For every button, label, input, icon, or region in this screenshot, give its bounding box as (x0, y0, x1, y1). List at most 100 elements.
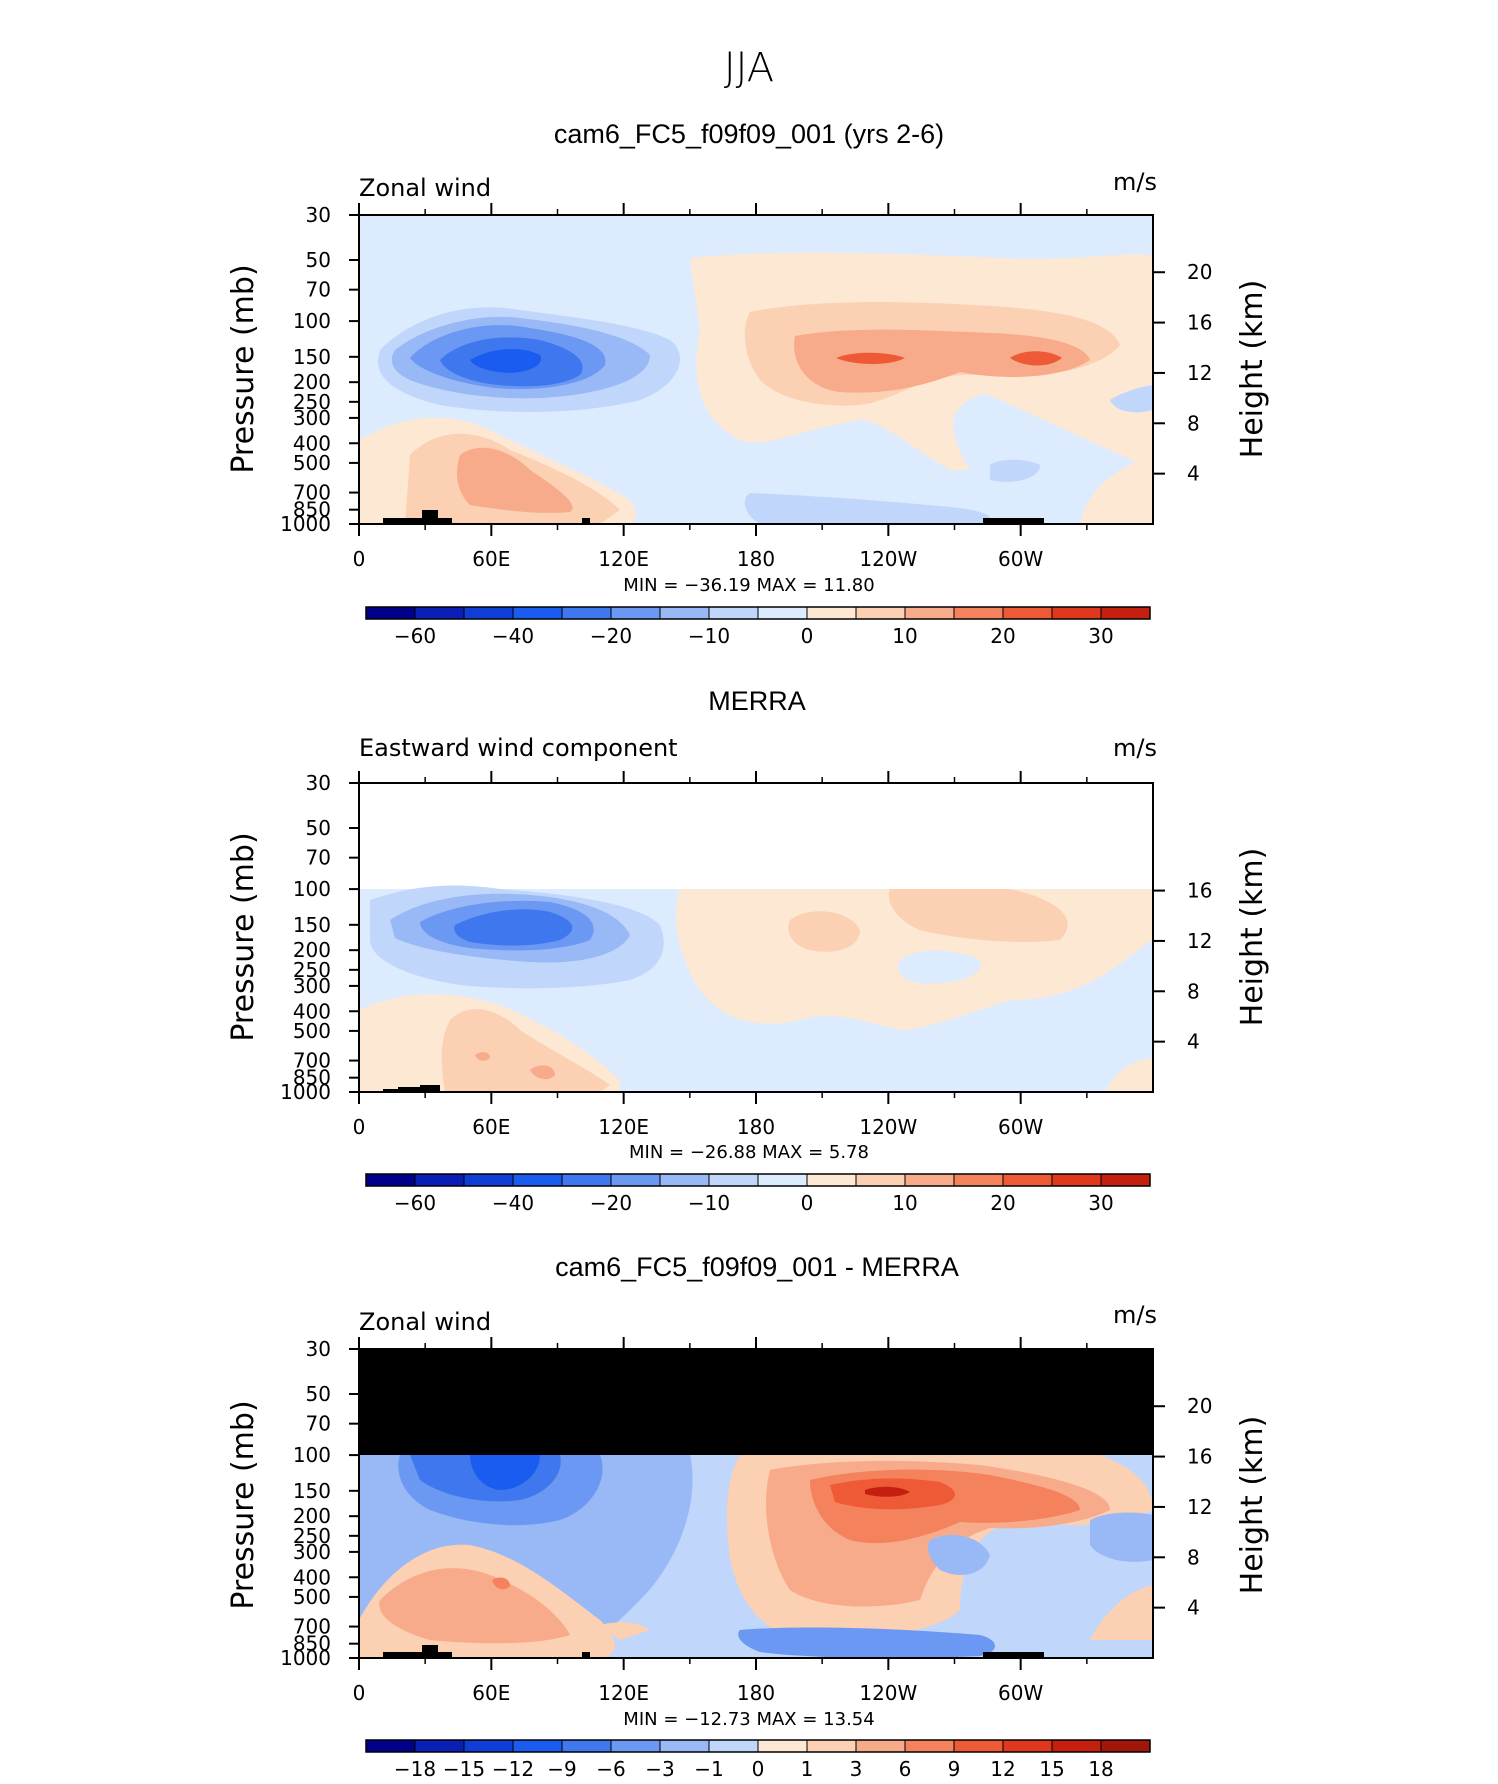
colorbar-box (953, 1739, 1004, 1753)
colorbar-box (1100, 606, 1151, 620)
y-tick-label: 30 (306, 203, 331, 227)
x-tick-label: 60E (472, 547, 510, 571)
colorbar-box (512, 606, 563, 620)
colorbar-label: −60 (394, 1191, 436, 1215)
panel-title-difference: cam6_FC5_f09f09_001 - MERRA (555, 1252, 959, 1282)
colorbar-box (463, 1173, 514, 1187)
y-tick-label: 250 (293, 390, 331, 414)
y-tick-label: 150 (293, 913, 331, 937)
colorbar-box (659, 606, 710, 620)
colorbar-label: 30 (1088, 1191, 1113, 1215)
colorbar-label: 0 (752, 1757, 765, 1781)
colorbar-box (610, 1739, 661, 1753)
field-negative-region (1110, 385, 1153, 413)
colorbar-box (1002, 1739, 1053, 1753)
colorbar-box (1100, 1173, 1151, 1187)
colorbar-label: 9 (948, 1757, 961, 1781)
y-tick-label: 300 (293, 1540, 331, 1564)
colorbar-label: 18 (1088, 1757, 1113, 1781)
x-tick-label: 60E (472, 1115, 510, 1139)
field-negative-region (738, 1627, 995, 1658)
colorbar-label: 6 (899, 1757, 912, 1781)
topography (983, 1652, 1044, 1658)
colorbar-label: −60 (394, 624, 436, 648)
contour-field-difference (359, 1349, 1153, 1658)
panel-title-model: cam6_FC5_f09f09_001 (yrs 2-6) (554, 119, 944, 149)
y-tick-label: 50 (306, 1382, 331, 1406)
field-negative-region (1090, 1512, 1153, 1562)
y-tick-label: 850 (293, 1632, 331, 1656)
field-negative-region (990, 459, 1040, 482)
colorbar-box (904, 606, 955, 620)
field-positive-region (530, 1065, 555, 1080)
y-tick-label: 300 (293, 974, 331, 998)
colorbar-box (365, 1173, 416, 1187)
colorbar-box (463, 1739, 514, 1753)
minmax-model: MIN = −36.19 MAX = 11.80 (623, 575, 874, 596)
height-tick-label: 20 (1187, 260, 1212, 284)
height-tick-label: 20 (1187, 1394, 1212, 1418)
height-tick-label: 8 (1187, 411, 1200, 435)
y-tick-label: 700 (293, 1615, 331, 1639)
field-positive-region (1090, 1585, 1153, 1640)
colorbar-label: 0 (801, 624, 814, 648)
colorbar-box (806, 1173, 857, 1187)
y-tick-label: 30 (306, 771, 331, 795)
colorbar-box (855, 606, 906, 620)
field-negative-region (454, 909, 573, 946)
colorbar-box (1051, 1739, 1102, 1753)
x-tick-label: 60W (998, 1115, 1043, 1139)
colorbar-box (708, 1173, 759, 1187)
topography (983, 518, 1044, 524)
figure-title: JJA (724, 45, 774, 91)
field-negative-region (928, 1535, 990, 1575)
colorbar-box (953, 606, 1004, 620)
field-negative-region (744, 493, 991, 524)
missing-data-region (359, 1349, 1153, 1455)
missing-data-region (359, 783, 1153, 889)
colorbar-label: 10 (892, 624, 917, 648)
y-tick-label: 50 (306, 248, 331, 272)
y-tick-label: 250 (293, 958, 331, 982)
y-tick-label: 1000 (280, 1080, 331, 1104)
field-positive-region (379, 1568, 570, 1644)
field-positive-region (600, 1622, 650, 1640)
left-string-merra: Eastward wind component (359, 734, 678, 762)
left-string-difference: Zonal wind (359, 1308, 491, 1336)
height-tick-label: 8 (1187, 979, 1200, 1003)
y-tick-label: 200 (293, 1504, 331, 1528)
field-negative-region (470, 1455, 540, 1490)
colorbar-box (757, 1739, 808, 1753)
colorbar-box (414, 606, 465, 620)
colorbar-label: −10 (688, 624, 730, 648)
field-positive-region (1105, 1058, 1153, 1092)
y-tick-label: 200 (293, 938, 331, 962)
colorbar-box (953, 1173, 1004, 1187)
y-tick-label: 200 (293, 370, 331, 394)
colorbar-merra: −60 −40 −20 −10 0 10 20 30 (365, 1173, 1151, 1215)
colorbar-box (806, 1739, 857, 1753)
colorbar-box (904, 1173, 955, 1187)
colorbar-box (561, 606, 612, 620)
height-tick-label: 4 (1187, 1030, 1200, 1054)
axes-merra: 0 60E 120E 180 120W 60W3050701001502002503004… (280, 771, 1212, 1139)
x-tick-label: 180 (737, 547, 775, 571)
panel-difference: cam6_FC5_f09f09_001 - MERRA Zonal wind m… (226, 1252, 1270, 1781)
contour-field-merra (359, 783, 1153, 1092)
field-positive-region (794, 329, 1090, 393)
field-positive-region (457, 447, 573, 513)
field-negative-region (470, 348, 541, 373)
x-tick-label: 60E (472, 1681, 510, 1705)
colorbar-box (708, 1739, 759, 1753)
field-positive-region (836, 352, 905, 364)
y-tick-label: 700 (293, 481, 331, 505)
colorbar-box (757, 1173, 808, 1187)
x-tick-label: 120W (859, 1681, 917, 1705)
y-tick-label: 100 (293, 1443, 331, 1467)
colorbar-frame (365, 1173, 1151, 1187)
field-negative-region (898, 950, 981, 984)
colorbar-box (463, 606, 514, 620)
colorbar-label: 30 (1088, 624, 1113, 648)
colorbar-label: −10 (688, 1191, 730, 1215)
